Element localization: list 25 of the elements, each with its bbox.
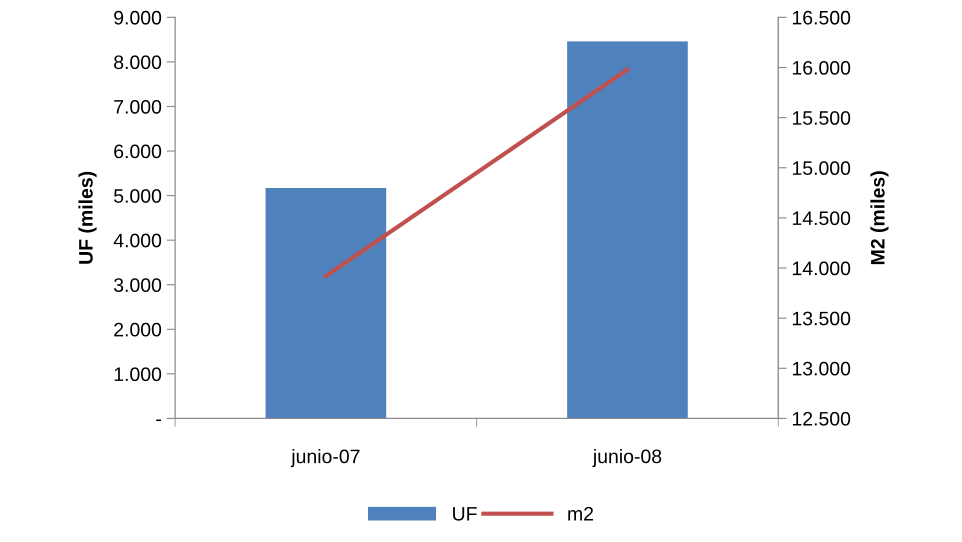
legend-label: UF (453, 507, 477, 521)
y-tick-label: 4.000 (114, 234, 162, 248)
y-axis-title: UF (miles) (78, 172, 97, 264)
y2-tick-label: 15.500 (792, 111, 850, 125)
y-tick-label: - (156, 420, 162, 422)
y2-tick-label: 16.500 (792, 10, 850, 25)
y2-tick-label: 16.000 (792, 60, 850, 75)
y2-tick-label: 15.000 (792, 161, 850, 175)
y2-tick-label: 14.500 (792, 211, 850, 226)
y-tick-label: 5.000 (114, 189, 162, 203)
y-tick-label: 6.000 (114, 144, 162, 158)
x-tick-label: junio-07 (290, 448, 360, 468)
y2-tick-label: 13.000 (792, 362, 850, 376)
y2-tick-label: 12.500 (792, 412, 850, 426)
x-tick-label: junio-08 (592, 448, 662, 468)
y-tick-label: 7.000 (114, 100, 162, 114)
y2-axis-title: M2 (miles) (870, 171, 888, 264)
y-tick-label: 3.000 (114, 278, 162, 292)
y2-tick-label: 13.500 (792, 312, 850, 326)
y-tick-label: 1.000 (114, 367, 162, 382)
legend-label: m2 (568, 506, 594, 520)
y-tick-label: 2.000 (114, 322, 162, 337)
y2-tick-label: 14.000 (792, 261, 850, 276)
y-tick-label: 8.000 (114, 55, 162, 70)
y-tick-label: 9.000 (114, 10, 162, 25)
